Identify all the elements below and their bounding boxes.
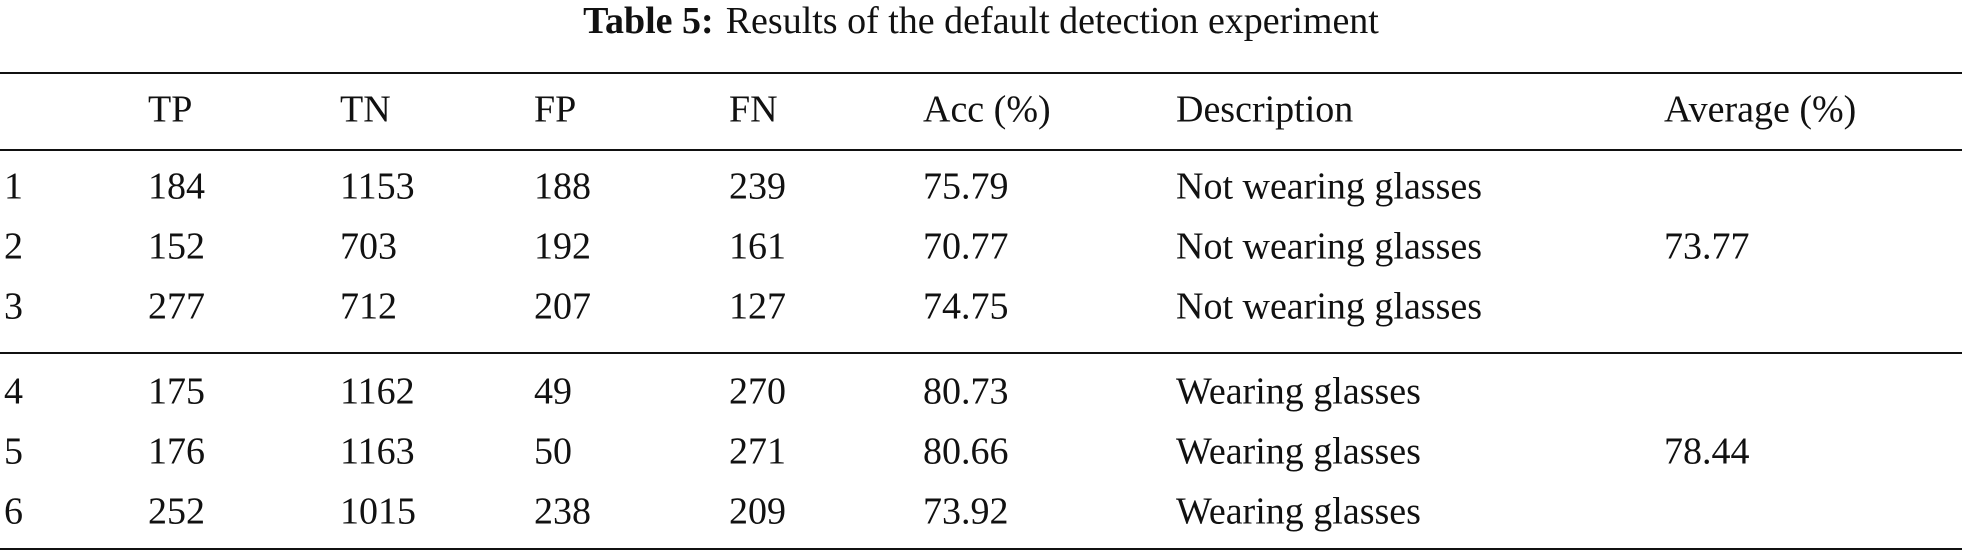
cell: 270 [729, 371, 786, 413]
cell: 1163 [340, 431, 415, 473]
cell: Not wearing glasses [1176, 286, 1482, 328]
cell: 207 [534, 286, 591, 328]
cell: 80.73 [923, 371, 1009, 413]
cell: 73.92 [923, 491, 1009, 533]
cell: 3 [4, 286, 23, 328]
cell: Wearing glasses [1176, 371, 1421, 413]
cell: 2 [4, 226, 23, 268]
cell: 4 [4, 371, 23, 413]
cell: 192 [534, 226, 591, 268]
cell: 161 [729, 226, 786, 268]
cell: 1162 [340, 371, 415, 413]
cell: 5 [4, 431, 23, 473]
cell: 703 [340, 226, 397, 268]
cell: 6 [4, 491, 23, 533]
header-cell: FP [534, 89, 576, 131]
cell: 75.79 [923, 166, 1009, 208]
cell: 80.66 [923, 431, 1009, 473]
cell: Not wearing glasses [1176, 166, 1482, 208]
cell: 184 [148, 166, 205, 208]
average-cell: 78.44 [1664, 431, 1750, 473]
cell: 1153 [340, 166, 415, 208]
cell: 277 [148, 286, 205, 328]
header-cell: TN [340, 89, 391, 131]
cell: 252 [148, 491, 205, 533]
cell: 1015 [340, 491, 416, 533]
cell: Not wearing glasses [1176, 226, 1482, 268]
cell: Wearing glasses [1176, 491, 1421, 533]
cell: 188 [534, 166, 591, 208]
cell: 176 [148, 431, 205, 473]
cell: 70.77 [923, 226, 1009, 268]
caption-label: Table 5: [583, 0, 714, 42]
header-cell: FN [729, 89, 778, 131]
cell: 175 [148, 371, 205, 413]
caption-text: Results of the default detection experim… [726, 0, 1380, 42]
header-cell: TP [148, 89, 192, 131]
cell: 50 [534, 431, 572, 473]
cell: 74.75 [923, 286, 1009, 328]
header-cell: Description [1176, 89, 1353, 131]
cell: 152 [148, 226, 205, 268]
header-cell: Average (%) [1664, 89, 1856, 131]
average-cell: 73.77 [1664, 226, 1750, 268]
caption: Table 5: Results of the default detection… [583, 0, 1379, 42]
cell: 271 [729, 431, 786, 473]
cell: Wearing glasses [1176, 431, 1421, 473]
cell: 1 [4, 166, 23, 208]
cell: 712 [340, 286, 397, 328]
header-cell: Acc (%) [923, 89, 1051, 131]
cell: 49 [534, 371, 572, 413]
cell: 238 [534, 491, 591, 533]
cell: 209 [729, 491, 786, 533]
cell: 127 [729, 286, 786, 328]
cell: 239 [729, 166, 786, 208]
